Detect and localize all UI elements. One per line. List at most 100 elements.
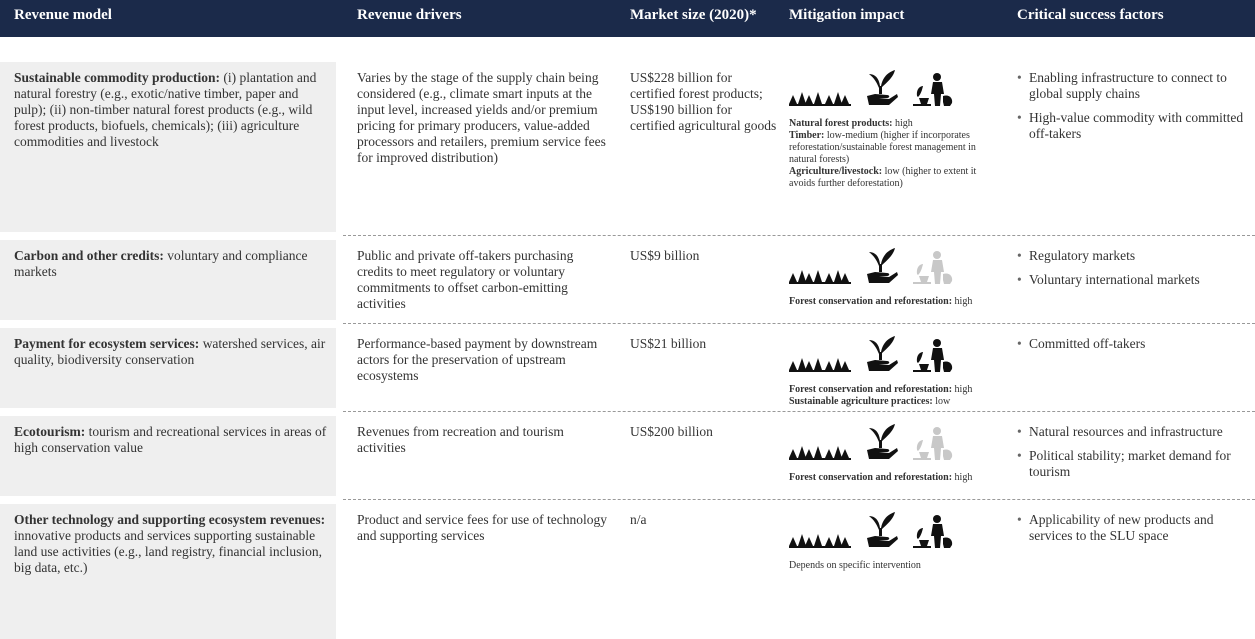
note-label: Forest conservation and reforestation:	[789, 296, 953, 307]
icon-shape	[913, 458, 931, 460]
icon-shape	[869, 516, 880, 530]
factor: Enabling infrastructure to connect to gl…	[1017, 70, 1255, 102]
icon-shape	[913, 546, 931, 548]
header-bar	[0, 0, 1255, 37]
column-header: Mitigation impact	[789, 7, 905, 23]
impact-icon	[913, 250, 953, 290]
mitigation-impact: Forest conservation and reforestation: h…	[789, 336, 1004, 408]
icon-shape	[867, 512, 898, 547]
icon-shape	[867, 70, 898, 105]
icon-shape	[841, 449, 849, 458]
icon-shape	[789, 446, 851, 460]
icon-shape	[805, 273, 813, 282]
table-row: Payment for ecosystem services: watershe…	[0, 328, 1255, 412]
icon-shape	[834, 534, 842, 546]
factor-list: Regulatory markets Voluntary internationa…	[1017, 248, 1255, 288]
icon-shape	[943, 537, 953, 548]
success-factors: Enabling infrastructure to connect to gl…	[1017, 70, 1255, 150]
row-background	[0, 416, 336, 496]
icon-shape	[867, 512, 898, 547]
success-factors: Applicability of new products and servic…	[1017, 512, 1255, 552]
note-text: low	[935, 396, 951, 407]
model-text: tourism and recreational services in are…	[14, 424, 327, 455]
impact-icon	[913, 426, 953, 466]
icon-shape	[789, 534, 851, 548]
note-label: Sustainable agriculture practices:	[789, 396, 933, 407]
impact-icon	[789, 528, 851, 554]
icon-shape	[789, 270, 851, 284]
column-header: Critical success factors	[1017, 7, 1164, 23]
impact-icon	[789, 352, 851, 378]
impact-icon	[913, 514, 953, 554]
icon-shape	[931, 436, 944, 460]
icon-shape	[931, 348, 944, 372]
impact-icons	[789, 336, 1004, 378]
icon-shape	[916, 528, 923, 539]
icon-shape	[931, 82, 944, 106]
revenue-drivers: Varies by the stage of the supply chain …	[357, 70, 606, 165]
icon-shape	[943, 449, 953, 460]
icon-shape	[867, 248, 898, 283]
note-text: high	[954, 384, 973, 395]
revenue-model: Other technology and supporting ecosyste…	[14, 512, 329, 576]
market-size: n/a	[630, 512, 647, 527]
icon-shape	[913, 427, 953, 460]
icon-shape	[825, 449, 833, 458]
icon-shape	[789, 104, 851, 106]
mitigation-impact: Natural forest products: high Timber: low…	[789, 70, 1004, 190]
icon-shape	[789, 446, 851, 460]
factor-list: Enabling infrastructure to connect to gl…	[1017, 70, 1255, 142]
icon-shape	[814, 446, 822, 458]
icon-shape	[913, 339, 953, 372]
icon-shape	[789, 282, 851, 284]
impact-icon	[789, 86, 851, 112]
icon-shape	[789, 546, 851, 548]
note-text: low (higher to extent it avoids further …	[789, 166, 977, 189]
icon-shape	[943, 273, 953, 284]
icon-shape	[881, 70, 895, 88]
row-separator	[343, 499, 1255, 500]
icon-shape	[881, 336, 895, 354]
factor: Regulatory markets	[1017, 248, 1255, 264]
row-background	[0, 504, 336, 639]
icon-shape	[867, 448, 898, 459]
icon-shape	[933, 251, 941, 259]
icon-shape	[798, 358, 806, 370]
market-size: US$21 billion	[630, 336, 707, 351]
icon-shape	[943, 95, 953, 106]
impact-icon	[865, 510, 899, 554]
icon-shape	[789, 358, 851, 372]
table-row: Ecotourism: tourism and recreational ser…	[0, 416, 1255, 500]
icon-shape	[834, 358, 842, 370]
icon-shape	[913, 515, 953, 548]
icon-shape	[916, 86, 923, 97]
icon-shape	[841, 273, 849, 282]
market-size: US$228 billion for certified forest prod…	[630, 70, 777, 133]
icon-shape	[913, 251, 953, 284]
factor-list: Natural resources and infrastructure Poli…	[1017, 424, 1255, 480]
icon-shape	[879, 352, 882, 360]
icon-shape	[913, 339, 953, 372]
icon-shape	[916, 264, 923, 275]
mitigation-impact: Forest conservation and reforestation: h…	[789, 248, 1004, 308]
icon-shape	[867, 336, 898, 371]
revenue-model: Carbon and other credits: voluntary and …	[14, 248, 329, 280]
icon-shape	[931, 260, 944, 284]
model-text: innovative products and services support…	[14, 528, 323, 575]
revenue-model: Payment for ecosystem services: watershe…	[14, 336, 329, 368]
impact-note: Agriculture/livestock: low (higher to ex…	[789, 166, 1004, 190]
table-row: Sustainable commodity production: (i) pl…	[0, 62, 1255, 236]
icon-shape	[881, 424, 895, 442]
impact-icon	[865, 246, 899, 290]
factor: High-value commodity with committed off-…	[1017, 110, 1255, 142]
factor: Natural resources and infrastructure	[1017, 424, 1255, 440]
icon-shape	[919, 364, 929, 370]
icon-shape	[789, 370, 851, 372]
icon-shape	[841, 361, 849, 370]
icon-shape	[867, 360, 898, 371]
icon-shape	[913, 282, 931, 284]
icon-shape	[919, 452, 929, 458]
icon-shape	[913, 515, 953, 548]
icon-shape	[825, 273, 833, 282]
icon-shape	[916, 440, 923, 451]
